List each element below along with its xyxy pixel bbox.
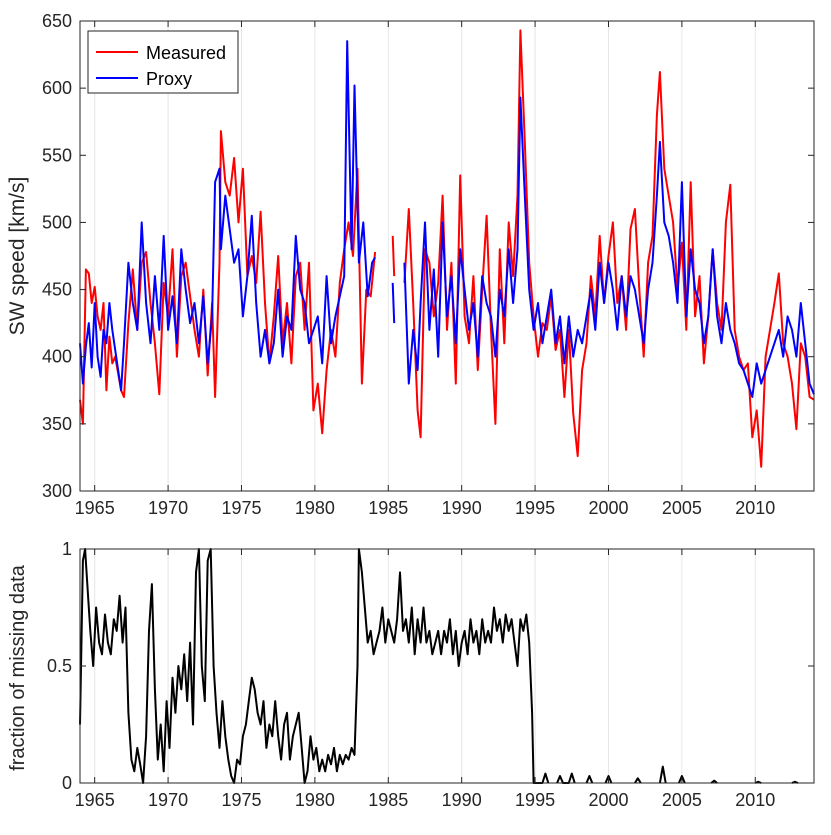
missing-x-tick-label: 2010 <box>735 790 775 810</box>
speed-y-tick-label: 600 <box>42 78 72 98</box>
speed-x-tick-label: 1995 <box>515 498 555 518</box>
legend-box <box>87 30 239 94</box>
missing-x-tick-label: 2005 <box>662 790 702 810</box>
speed-x-tick-label: 2010 <box>735 498 775 518</box>
missing-x-tick-label: 2000 <box>588 790 628 810</box>
missing-x-tick-label: 1985 <box>368 790 408 810</box>
missing-data-panel: 1965 1970 1975 1980 1985 1990 1995 2000 2005 2010… <box>7 539 814 810</box>
speed-x-tick-label: 1965 <box>75 498 115 518</box>
speed-y-tick-label: 650 <box>42 11 72 31</box>
speed-x-tick-label: 1980 <box>295 498 335 518</box>
speed-y-tick-label: 400 <box>42 347 72 367</box>
missing-data-grid <box>94 549 756 783</box>
speed-x-tick-label: 1975 <box>221 498 261 518</box>
missing-x-tick-label: 1980 <box>295 790 335 810</box>
speed-x-tick-label: 1985 <box>368 498 408 518</box>
speed-series-proxy <box>79 40 815 398</box>
speed-panel-series <box>79 29 815 468</box>
missing-x-tick-label: 1970 <box>148 790 188 810</box>
speed-y-tick-label: 300 <box>42 481 72 501</box>
missing-y-tick-label: 0 <box>62 773 72 793</box>
speed-x-tick-label: 2000 <box>588 498 628 518</box>
speed-panel: 1965 1970 1975 1980 1985 1990 1995 2000 2005 2010… <box>6 11 815 518</box>
legend-label-measured: Measured <box>146 43 226 63</box>
speed-y-tick-label: 500 <box>42 212 72 232</box>
speed-x-tick-label: 2005 <box>662 498 702 518</box>
missing-data-ticks: 1965 1970 1975 1980 1985 1990 1995 2000 2005 2010… <box>47 539 814 810</box>
missing-x-tick-label: 1995 <box>515 790 555 810</box>
speed-x-tick-label: 1970 <box>148 498 188 518</box>
speed-y-tick-label: 450 <box>42 280 72 300</box>
missing-data-y-axis-label: fraction of missing data <box>7 564 29 771</box>
speed-y-tick-label: 350 <box>42 414 72 434</box>
missing-data-plot-area <box>80 549 814 783</box>
speed-panel-ticks: 1965 1970 1975 1980 1985 1990 1995 2000 2005 2010… <box>42 11 814 518</box>
speed-panel-axes-box <box>79 20 815 492</box>
missing-y-tick-label: 1 <box>62 539 72 559</box>
missing-y-tick-label: 0.5 <box>47 656 72 676</box>
legend-label-proxy: Proxy <box>146 69 192 89</box>
missing-x-tick-label: 1990 <box>442 790 482 810</box>
legend: Measured Proxy <box>87 30 239 94</box>
speed-y-axis-label: SW speed [km/s] <box>6 177 29 336</box>
speed-x-tick-label: 1990 <box>442 498 482 518</box>
missing-x-tick-label: 1975 <box>221 790 261 810</box>
missing-x-tick-label: 1965 <box>75 790 115 810</box>
speed-y-tick-label: 550 <box>42 145 72 165</box>
